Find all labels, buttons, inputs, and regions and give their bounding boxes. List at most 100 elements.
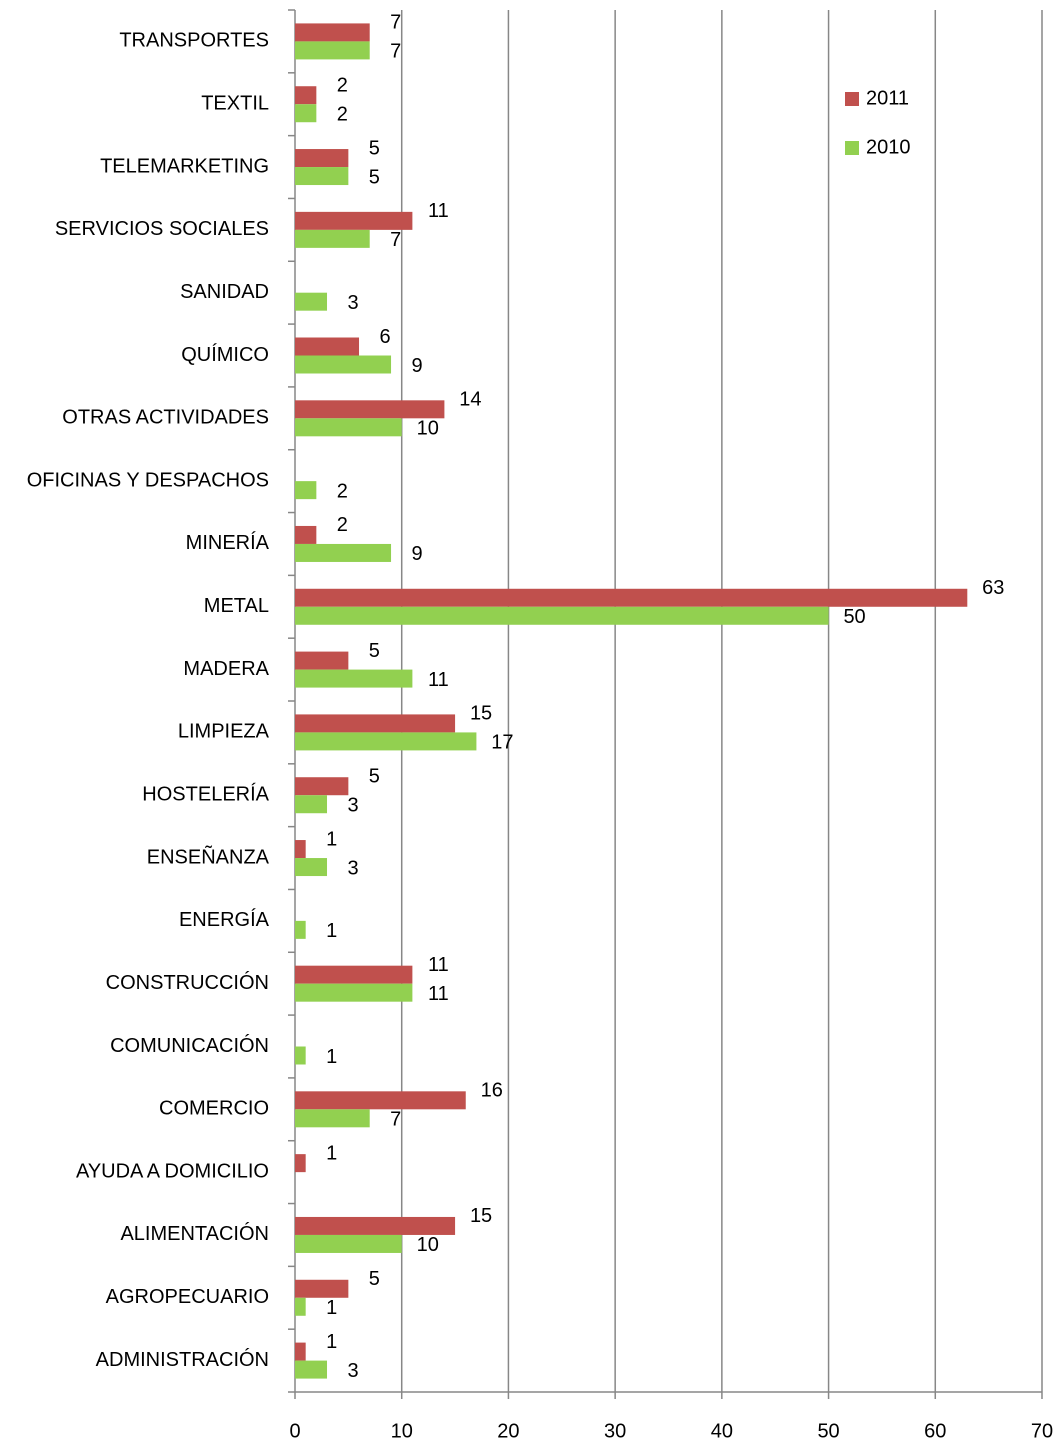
y-tick-label: METAL	[204, 595, 269, 617]
data-label: 9	[411, 543, 422, 565]
bar	[295, 777, 349, 796]
y-tick-label: COMERCIO	[159, 1098, 269, 1120]
x-tick-label: 60	[924, 1420, 946, 1442]
bar	[295, 1279, 349, 1298]
y-tick-label: TRANSPORTES	[119, 30, 269, 52]
bar	[295, 1297, 306, 1316]
data-label: 15	[470, 1205, 492, 1227]
bar	[295, 840, 306, 859]
bar	[295, 400, 445, 419]
y-tick-label: ENERGÍA	[179, 908, 270, 931]
y-tick-label: HOSTELERÍA	[142, 783, 269, 806]
y-tick-label: ADMINISTRACIÓN	[96, 1348, 269, 1371]
data-label: 14	[459, 389, 481, 411]
bar	[295, 920, 306, 939]
y-tick-label: ALIMENTACIÓN	[120, 1222, 269, 1245]
y-tick-label: MINERÍA	[186, 531, 270, 554]
data-label: 6	[379, 326, 390, 348]
y-tick-label: AYUDA A DOMICILIO	[76, 1160, 269, 1182]
bar	[295, 211, 413, 230]
data-label: 1	[326, 920, 337, 942]
data-label: 17	[491, 732, 513, 754]
data-label: 15	[470, 703, 492, 725]
bar	[295, 1091, 466, 1110]
data-label: 2	[337, 480, 348, 502]
bar	[295, 983, 413, 1002]
data-label: 7	[390, 41, 401, 63]
legend-swatch	[845, 141, 859, 155]
data-label: 11	[428, 200, 449, 222]
bar	[295, 965, 413, 984]
data-label: 5	[369, 766, 380, 788]
y-tick-label: TEXTIL	[201, 93, 269, 115]
bar	[295, 858, 328, 877]
bar	[295, 41, 370, 60]
data-label: 3	[347, 1360, 358, 1382]
data-label: 11	[428, 669, 449, 691]
bar	[295, 1216, 456, 1235]
bar	[295, 86, 317, 105]
y-tick-label: AGROPECUARIO	[106, 1286, 269, 1308]
bar	[295, 606, 829, 625]
bar	[295, 651, 349, 670]
x-tick-label: 20	[497, 1420, 519, 1442]
bar	[295, 1109, 370, 1128]
y-tick-label: MADERA	[183, 658, 269, 680]
legend-label: 2010	[866, 136, 911, 158]
x-tick-label: 40	[711, 1420, 733, 1442]
bar	[295, 732, 477, 751]
data-label: 63	[982, 577, 1004, 599]
bar	[295, 1234, 402, 1253]
legend-label: 2011	[866, 87, 909, 109]
data-label: 2	[337, 514, 348, 536]
data-label: 1	[326, 1046, 337, 1068]
y-tick-label: TELEMARKETING	[100, 155, 269, 177]
x-tick-label: 10	[391, 1420, 413, 1442]
data-label: 5	[369, 1268, 380, 1290]
data-label: 1	[326, 1297, 337, 1319]
bar	[295, 1360, 328, 1379]
x-tick-label: 0	[289, 1420, 300, 1442]
y-tick-label: QUÍMICO	[181, 343, 269, 366]
bar	[295, 229, 370, 248]
bar	[295, 481, 317, 500]
y-tick-label: SANIDAD	[180, 281, 269, 303]
data-label: 5	[369, 137, 380, 159]
bar	[295, 337, 360, 356]
data-label: 5	[369, 640, 380, 662]
data-label: 10	[417, 1234, 439, 1256]
bar	[295, 418, 402, 437]
bar	[295, 1154, 306, 1173]
data-label: 5	[369, 166, 380, 188]
bar	[295, 104, 317, 123]
data-label: 3	[347, 857, 358, 879]
bar	[295, 23, 370, 42]
data-label: 9	[411, 355, 422, 377]
x-tick-label: 70	[1031, 1420, 1053, 1442]
data-label: 7	[390, 229, 401, 251]
x-tick-label: 30	[604, 1420, 626, 1442]
data-label: 11	[428, 954, 449, 976]
data-label: 2	[337, 75, 348, 97]
data-label: 3	[347, 292, 358, 314]
x-tick-label: 50	[817, 1420, 839, 1442]
y-tick-label: OTRAS ACTIVIDADES	[62, 407, 269, 429]
bar	[295, 355, 392, 374]
bar	[295, 1342, 306, 1361]
data-label: 1	[326, 1331, 337, 1353]
data-label: 2	[337, 104, 348, 126]
bar	[295, 714, 456, 733]
bar	[295, 669, 413, 688]
y-tick-label: LIMPIEZA	[178, 721, 270, 743]
bar	[295, 149, 349, 168]
bar	[295, 1046, 306, 1065]
data-label: 16	[481, 1080, 503, 1102]
y-tick-label: OFICINAS Y DESPACHOS	[27, 469, 269, 491]
y-tick-label: SERVICIOS SOCIALES	[55, 218, 269, 240]
data-label: 11	[428, 983, 449, 1005]
data-label: 7	[390, 12, 401, 34]
bar	[295, 795, 328, 814]
data-label: 50	[843, 606, 865, 628]
bar	[295, 588, 968, 607]
